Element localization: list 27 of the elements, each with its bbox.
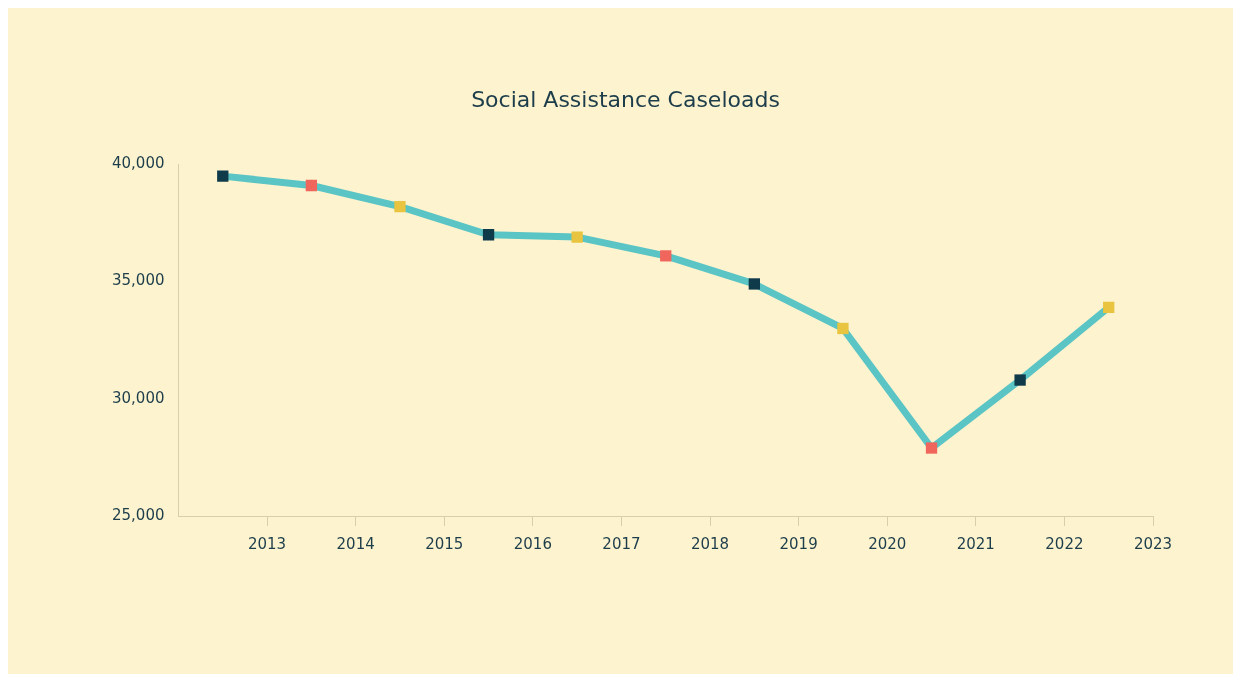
x-tick-label: 2016 bbox=[513, 534, 552, 553]
x-tick-label: 2014 bbox=[336, 534, 375, 553]
chart-title: Social Assistance Caseloads bbox=[471, 86, 780, 112]
point bbox=[394, 200, 406, 213]
point bbox=[305, 179, 318, 192]
point bbox=[837, 322, 849, 335]
x-tick-label: 2013 bbox=[247, 534, 287, 553]
y-tick-label: 40,000 bbox=[111, 154, 165, 173]
x-tick-label: 2015 bbox=[425, 534, 464, 553]
x-tick-label: 2018 bbox=[690, 534, 730, 553]
x-tick-label: 2019 bbox=[779, 534, 818, 553]
x-tick-label: 2020 bbox=[868, 534, 907, 553]
x-tick-label: 2023 bbox=[1133, 534, 1173, 553]
x-tick-label: 2022 bbox=[1045, 534, 1084, 553]
point bbox=[571, 231, 583, 243]
point bbox=[217, 170, 229, 182]
point bbox=[1103, 301, 1115, 314]
point bbox=[748, 278, 760, 290]
y-tick-label: 35,000 bbox=[111, 271, 165, 290]
y-tick-label: 30,000 bbox=[111, 388, 165, 407]
point bbox=[482, 229, 495, 241]
x-tick-label: 2017 bbox=[602, 534, 641, 553]
point bbox=[925, 442, 938, 454]
x-tick-label: 2021 bbox=[956, 534, 995, 553]
y-tick-label: 25,000 bbox=[111, 505, 165, 524]
point bbox=[660, 250, 672, 262]
point bbox=[1014, 374, 1026, 386]
